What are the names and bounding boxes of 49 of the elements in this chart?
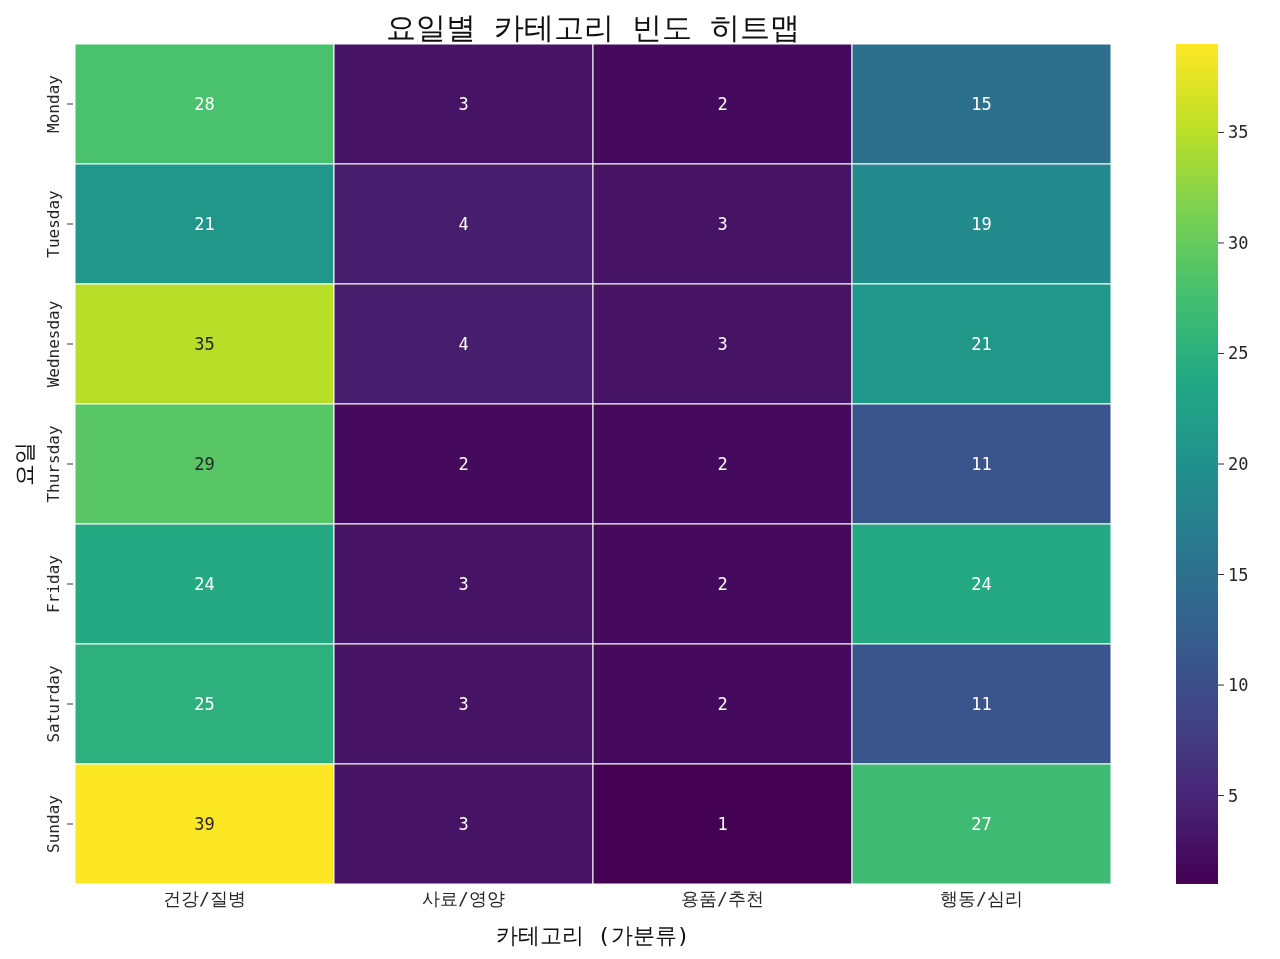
y-tick-label: Tuesday — [44, 189, 63, 258]
data-label: 21 — [194, 214, 215, 234]
color-bar-label: 10 — [1228, 675, 1249, 696]
y-tick-label: Monday — [44, 74, 63, 133]
data-label: 4 — [458, 214, 469, 234]
data-label: 2 — [458, 454, 469, 474]
data-label: 3 — [458, 694, 469, 714]
color-bar-label: 25 — [1228, 343, 1249, 364]
data-label: 1 — [717, 814, 728, 834]
data-label: 3 — [717, 334, 728, 354]
x-axis-title: 카테고리 (가분류) — [495, 922, 691, 950]
x-tick-label: 행동/심리 — [940, 887, 1023, 909]
data-label: 25 — [194, 694, 215, 714]
data-label: 39 — [194, 814, 215, 834]
data-label: 2 — [717, 694, 728, 714]
data-label: 15 — [971, 94, 992, 114]
color-bar-label: 35 — [1228, 122, 1249, 143]
data-label: 21 — [971, 334, 992, 354]
color-bar-label: 30 — [1228, 232, 1249, 253]
data-label: 11 — [971, 454, 992, 474]
data-label: 3 — [458, 574, 469, 594]
x-tick-label: 용품/추천 — [681, 887, 764, 909]
chart-title: 요일별 카테고리 빈도 히트맵 — [384, 9, 802, 47]
color-bar-label: 15 — [1228, 564, 1249, 585]
y-tick-label: Saturday — [44, 665, 63, 743]
color-bar-label: 20 — [1228, 454, 1249, 474]
color-bar-label: 5 — [1228, 785, 1239, 806]
data-label: 24 — [971, 574, 992, 594]
y-tick-label: Sunday — [44, 794, 63, 853]
data-label: 19 — [971, 214, 992, 234]
x-tick-label: 건강/질병 — [163, 887, 246, 909]
data-label: 24 — [194, 574, 215, 594]
data-label: 4 — [458, 334, 469, 354]
data-label: 29 — [194, 454, 215, 474]
data-label: 28 — [194, 94, 215, 114]
data-label: 2 — [717, 94, 728, 114]
y-axis-title: 요일 — [11, 442, 38, 486]
data-label: 3 — [717, 214, 728, 234]
data-label: 2 — [717, 574, 728, 594]
data-label: 27 — [971, 814, 992, 834]
x-tick-label: 사료/영양 — [422, 887, 505, 909]
data-label: 3 — [458, 94, 469, 114]
data-label: 11 — [971, 694, 992, 714]
data-label: 35 — [194, 334, 215, 354]
data-label: 2 — [717, 454, 728, 474]
data-label: 3 — [458, 814, 469, 834]
y-tick-label: Thursday — [44, 425, 63, 503]
y-tick-label: Friday — [44, 554, 63, 613]
y-tick-label: Wednesday — [44, 300, 63, 388]
